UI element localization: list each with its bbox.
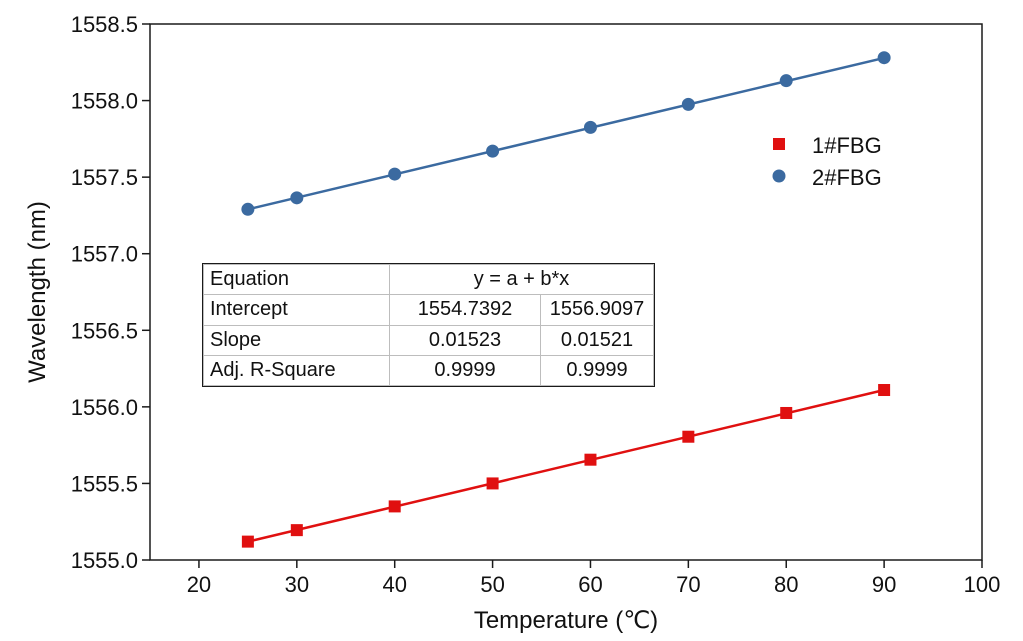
y-axis-ticks: 1555.0 1555.5 1556.0 1556.5 1557.0 1557.5 1558…: [71, 12, 150, 573]
data-markers: [241, 51, 891, 548]
data-point-2fbg: [388, 167, 402, 181]
data-point-2fbg: [681, 97, 695, 111]
x-axis-ticks: 20 30 40 50 60 70 80 90 100: [187, 560, 1001, 597]
y-tick-label: 1557.5: [71, 165, 138, 190]
fit-results-table: Equation y = a + b*x Intercept 1554.7392…: [202, 263, 655, 387]
fit-lines: [247, 56, 885, 543]
slope-1fbg: 0.01523: [389, 324, 541, 356]
x-tick-label: 70: [676, 572, 700, 597]
x-tick-label: 100: [964, 572, 1001, 597]
data-point-1fbg: [584, 453, 597, 466]
data-point-2fbg: [877, 51, 891, 65]
x-axis-title: Temperature (℃): [474, 607, 658, 634]
intercept-2fbg: 1556.9097: [540, 294, 654, 326]
data-point-1fbg: [682, 430, 695, 443]
legend-marker-2fbg: [772, 169, 786, 183]
slope-2fbg: 0.01521: [540, 324, 654, 356]
y-tick-label: 1556.0: [71, 395, 138, 420]
intercept-1fbg: 1554.7392: [389, 294, 541, 326]
data-point-1fbg: [780, 406, 793, 419]
x-tick-label: 90: [872, 572, 896, 597]
table-row: Adj. R-Square 0.9999 0.9999: [203, 354, 654, 387]
data-point-1fbg: [388, 500, 401, 513]
r-square-2fbg: 0.9999: [540, 354, 654, 387]
data-point-1fbg: [486, 477, 499, 490]
x-tick-label: 60: [578, 572, 602, 597]
data-point-1fbg: [878, 384, 891, 397]
table-row: Slope 0.01523 0.01521: [203, 324, 654, 356]
equation-label: Equation: [203, 263, 390, 296]
x-tick-label: 80: [774, 572, 798, 597]
y-tick-label: 1557.0: [71, 242, 138, 267]
table-row: Equation y = a + b*x: [203, 263, 654, 296]
y-tick-label: 1555.5: [71, 471, 138, 496]
slope-label: Slope: [203, 324, 390, 356]
fit-line-1fbg: [247, 388, 885, 543]
r-square-1fbg: 0.9999: [389, 354, 541, 387]
data-point-2fbg: [583, 120, 597, 134]
legend: 1#FBG 2#FBG: [772, 133, 882, 190]
legend-label-1fbg: 1#FBG: [812, 133, 882, 158]
y-tick-label: 1558.0: [71, 89, 138, 114]
data-point-1fbg: [241, 535, 254, 548]
intercept-label: Intercept: [203, 294, 390, 326]
x-tick-label: 40: [382, 572, 406, 597]
data-point-2fbg: [290, 191, 304, 205]
x-tick-label: 20: [187, 572, 211, 597]
legend-label-2fbg: 2#FBG: [812, 165, 882, 190]
r-square-label: Adj. R-Square: [203, 354, 390, 387]
y-tick-label: 1555.0: [71, 548, 138, 573]
fit-line-2fbg: [247, 56, 885, 211]
plot-frame: [149, 23, 983, 561]
table-row: Intercept 1554.7392 1556.9097: [203, 294, 654, 326]
y-tick-label: 1558.5: [71, 12, 138, 37]
x-tick-label: 50: [480, 572, 504, 597]
data-point-2fbg: [486, 144, 500, 158]
equation-value: y = a + b*x: [389, 263, 654, 296]
legend-marker-1fbg: [773, 138, 785, 150]
y-tick-label: 1556.5: [71, 318, 138, 343]
data-point-2fbg: [779, 74, 793, 88]
y-axis-title: Wavelength (nm): [24, 201, 51, 383]
data-point-2fbg: [241, 202, 255, 216]
data-point-1fbg: [290, 524, 303, 537]
x-tick-label: 30: [285, 572, 309, 597]
